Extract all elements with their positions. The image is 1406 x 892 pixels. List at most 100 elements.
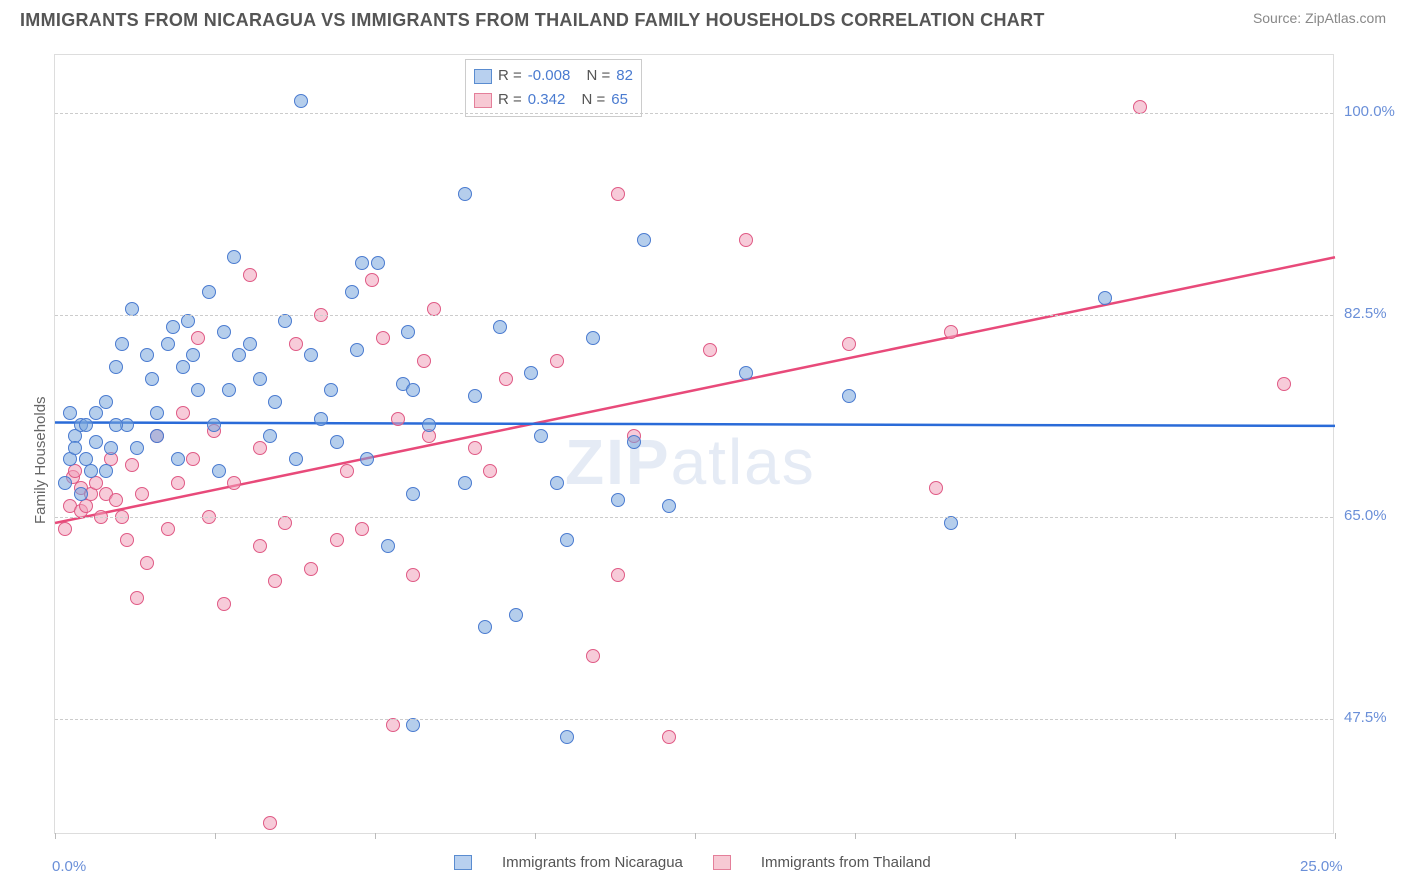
data-point: [739, 366, 753, 380]
data-point: [1098, 291, 1112, 305]
data-point: [268, 395, 282, 409]
data-point: [294, 94, 308, 108]
data-point: [84, 464, 98, 478]
data-point: [662, 499, 676, 513]
data-point: [417, 354, 431, 368]
legend-swatch-pink: [713, 855, 731, 870]
data-point: [550, 354, 564, 368]
data-point: [458, 476, 472, 490]
stat-n-value: 65: [611, 88, 628, 112]
source-label: Source: ZipAtlas.com: [1253, 10, 1386, 26]
y-tick-label: 82.5%: [1344, 305, 1387, 322]
data-point: [145, 372, 159, 386]
data-point: [703, 343, 717, 357]
data-point: [89, 435, 103, 449]
legend-swatch-blue: [474, 69, 492, 84]
data-point: [79, 418, 93, 432]
data-point: [550, 476, 564, 490]
data-point: [340, 464, 354, 478]
data-point: [611, 493, 625, 507]
data-point: [166, 320, 180, 334]
x-tick: [1175, 833, 1176, 839]
legend-swatch-blue: [454, 855, 472, 870]
data-point: [381, 539, 395, 553]
data-point: [355, 522, 369, 536]
x-tick: [375, 833, 376, 839]
x-tick: [855, 833, 856, 839]
data-point: [586, 331, 600, 345]
data-point: [120, 533, 134, 547]
data-point: [99, 395, 113, 409]
data-point: [345, 285, 359, 299]
gridline: [55, 315, 1333, 316]
data-point: [161, 337, 175, 351]
legend-stats-row: R = 0.342 N = 65: [474, 88, 633, 112]
trend-line: [55, 422, 1335, 425]
data-point: [376, 331, 390, 345]
data-point: [176, 360, 190, 374]
stat-n-label: N =: [586, 64, 610, 88]
data-point: [350, 343, 364, 357]
data-point: [227, 476, 241, 490]
stat-r-label: R =: [498, 88, 522, 112]
legend-label-blue: Immigrants from Nicaragua: [502, 854, 683, 871]
data-point: [58, 522, 72, 536]
data-point: [253, 372, 267, 386]
legend-label-pink: Immigrants from Thailand: [761, 854, 931, 871]
data-point: [212, 464, 226, 478]
x-tick: [1335, 833, 1336, 839]
data-point: [217, 597, 231, 611]
data-point: [253, 539, 267, 553]
chart-title: IMMIGRANTS FROM NICARAGUA VS IMMIGRANTS …: [20, 10, 1045, 31]
data-point: [929, 481, 943, 495]
data-point: [243, 337, 257, 351]
legend-series: Immigrants from Nicaragua Immigrants fro…: [454, 854, 931, 871]
data-point: [161, 522, 175, 536]
stat-n-value: 82: [616, 64, 633, 88]
x-min-label: 0.0%: [52, 858, 86, 875]
data-point: [330, 533, 344, 547]
y-axis-title: Family Households: [32, 396, 49, 524]
data-point: [391, 412, 405, 426]
data-point: [171, 476, 185, 490]
trend-lines: [55, 55, 1333, 833]
data-point: [499, 372, 513, 386]
data-point: [253, 441, 267, 455]
trend-line: [55, 257, 1335, 523]
gridline: [55, 719, 1333, 720]
x-tick: [695, 833, 696, 839]
data-point: [458, 187, 472, 201]
data-point: [330, 435, 344, 449]
data-point: [468, 389, 482, 403]
data-point: [115, 337, 129, 351]
data-point: [842, 389, 856, 403]
data-point: [739, 233, 753, 247]
stat-r-label: R =: [498, 64, 522, 88]
legend-stats-row: R = -0.008 N = 82: [474, 64, 633, 88]
x-tick: [1015, 833, 1016, 839]
data-point: [637, 233, 651, 247]
data-point: [842, 337, 856, 351]
x-max-label: 25.0%: [1300, 858, 1343, 875]
data-point: [586, 649, 600, 663]
y-tick-label: 47.5%: [1344, 709, 1387, 726]
data-point: [130, 591, 144, 605]
data-point: [268, 574, 282, 588]
stat-r-value: 0.342: [528, 88, 566, 112]
data-point: [202, 285, 216, 299]
data-point: [243, 268, 257, 282]
data-point: [422, 418, 436, 432]
data-point: [125, 458, 139, 472]
x-tick: [215, 833, 216, 839]
data-point: [289, 452, 303, 466]
data-point: [524, 366, 538, 380]
x-tick: [535, 833, 536, 839]
chart-container: ZIPatlas R = -0.008 N = 82 R = 0.342 N =…: [54, 54, 1334, 834]
data-point: [627, 435, 641, 449]
legend-stats: R = -0.008 N = 82 R = 0.342 N = 65: [465, 59, 642, 117]
plot-area: ZIPatlas R = -0.008 N = 82 R = 0.342 N =…: [54, 54, 1334, 834]
data-point: [74, 487, 88, 501]
data-point: [207, 418, 221, 432]
gridline: [55, 113, 1333, 114]
stat-r-value: -0.008: [528, 64, 571, 88]
